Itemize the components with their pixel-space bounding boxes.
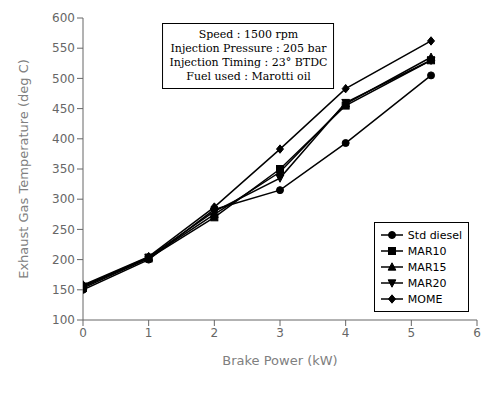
svg-text:200: 200 — [52, 253, 75, 267]
svg-text:Exhaust Gas Temperature (deg C: Exhaust Gas Temperature (deg C) — [16, 59, 31, 279]
svg-text:400: 400 — [52, 132, 75, 146]
html-text:Speed : 1500 rpm: Speed : 1500 rpm — [198, 28, 299, 41]
svg-text:150: 150 — [52, 283, 75, 297]
html-text:Injection Timing : 23° BTDC: Injection Timing : 23° BTDC — [169, 56, 328, 69]
svg-text:2: 2 — [211, 326, 219, 340]
svg-text:100: 100 — [52, 313, 75, 327]
html-text:MAR20: MAR20 — [407, 276, 447, 290]
svg-text:Brake Power (kW): Brake Power (kW) — [222, 353, 337, 368]
svg-text:250: 250 — [52, 223, 75, 237]
svg-text:1: 1 — [145, 326, 153, 340]
svg-text:550: 550 — [52, 41, 75, 55]
svg-text:5: 5 — [408, 326, 416, 340]
svg-text:600: 600 — [52, 11, 75, 25]
svg-text:4: 4 — [342, 326, 350, 340]
svg-text:500: 500 — [52, 72, 75, 86]
svg-text:0: 0 — [79, 326, 87, 340]
html-text:MAR15: MAR15 — [407, 260, 447, 274]
svg-text:6: 6 — [473, 326, 481, 340]
html-text:MAR10: MAR10 — [407, 244, 447, 258]
html-text:Std diesel: Std diesel — [407, 228, 462, 242]
svg-text:300: 300 — [52, 192, 75, 206]
svg-text:3: 3 — [276, 326, 284, 340]
svg-text:450: 450 — [52, 102, 75, 116]
svg-text:350: 350 — [52, 162, 75, 176]
html-text:Injection Pressure : 205 bar: Injection Pressure : 205 bar — [170, 42, 327, 55]
html-text:MOME: MOME — [407, 292, 443, 306]
html-text:Fuel used : Marotti oil: Fuel used : Marotti oil — [186, 70, 311, 83]
